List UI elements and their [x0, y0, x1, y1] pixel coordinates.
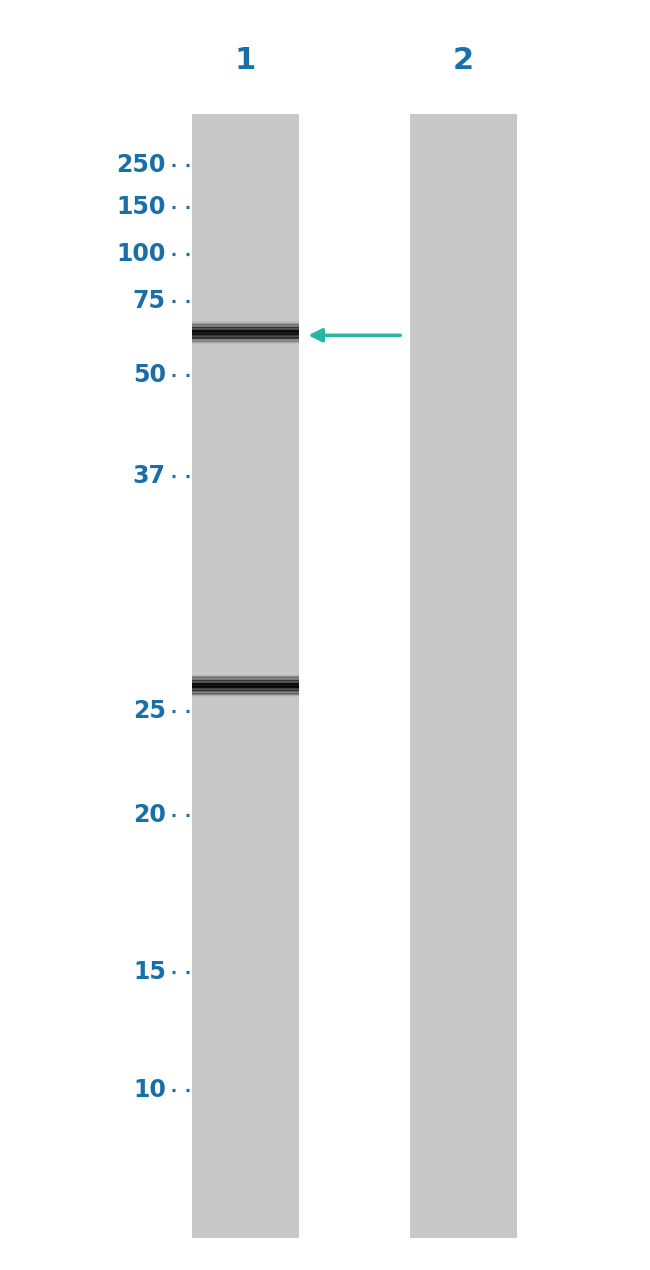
Bar [410, 114, 517, 1238]
Bar [192, 114, 299, 1238]
Text: 15: 15 [133, 960, 166, 983]
Text: 10: 10 [133, 1078, 166, 1101]
Text: 50: 50 [133, 363, 166, 386]
Text: 1: 1 [235, 47, 255, 75]
Text: 100: 100 [116, 243, 166, 265]
Text: 2: 2 [452, 47, 473, 75]
Text: 250: 250 [116, 154, 166, 177]
Text: 150: 150 [116, 196, 166, 218]
Text: 75: 75 [133, 290, 166, 312]
Text: 20: 20 [133, 804, 166, 827]
Text: 37: 37 [133, 465, 166, 488]
Text: 25: 25 [133, 700, 166, 723]
